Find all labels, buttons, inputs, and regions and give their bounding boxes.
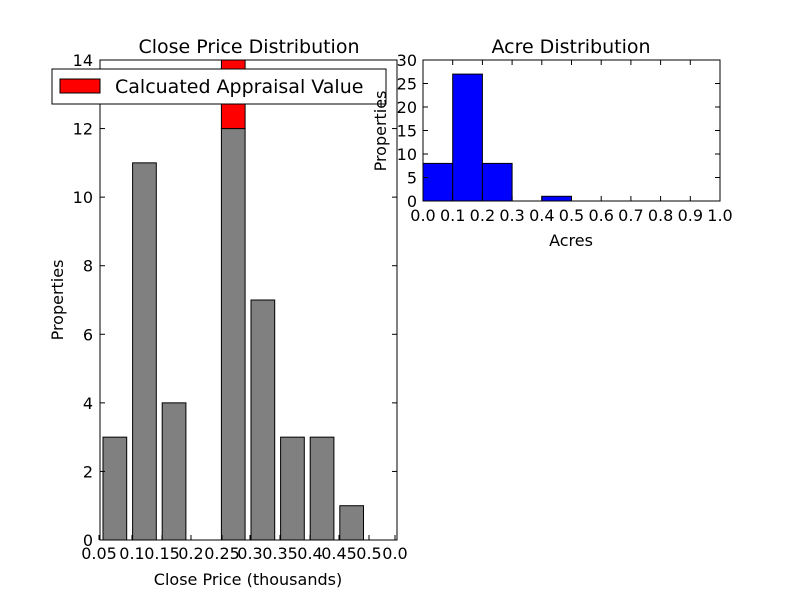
x-tick-label: 0.15	[144, 544, 180, 563]
acre-bar	[541, 195, 572, 202]
left-chart-title: Close Price Distribution	[138, 36, 359, 58]
close-price-bar	[102, 436, 128, 541]
x-tick-label: 1.0	[707, 206, 732, 225]
x-tick-label: 0.2	[178, 544, 203, 563]
x-tick-label: 0.0	[410, 206, 435, 225]
left-y-ticks: 0 2 4 6 8 10 12 14	[73, 51, 397, 550]
close-price-bar	[161, 402, 187, 541]
x-tick-label: 0.8	[648, 206, 673, 225]
y-tick-label: 5	[407, 169, 417, 188]
y-tick-label: 6	[83, 325, 93, 344]
left-y-axis-label: Properties	[48, 260, 67, 341]
right-x-ticks: 0.0 0.1 0.2 0.3 0.4 0.5 0.6 0.7 0.8 0.9 1.0	[410, 60, 733, 225]
y-tick-label: 14	[73, 51, 93, 70]
y-tick-label: 8	[83, 257, 93, 276]
y-tick-label: 15	[397, 122, 417, 141]
y-tick-label: 30	[397, 51, 417, 70]
x-tick-label: 0.4	[529, 206, 554, 225]
left-x-axis-label: Close Price (thousands)	[154, 570, 342, 589]
right-y-axis-label: Properties	[371, 91, 390, 172]
x-tick-label: 0.35	[262, 544, 298, 563]
x-tick-label: 0.5	[356, 544, 381, 563]
x-tick-label: 0.2	[470, 206, 495, 225]
y-tick-label: 25	[397, 75, 417, 94]
x-tick-label: 0.0	[382, 544, 407, 563]
acre-chart: Acre Distribution 0 5 10 15 20 25 30 0.0 0.1 0.2…	[371, 36, 733, 250]
left-bars	[102, 128, 364, 541]
legend-box	[51, 68, 387, 105]
x-tick-label: 0.6	[588, 206, 613, 225]
x-tick-label: 0.1	[440, 206, 465, 225]
close-price-bar	[250, 299, 276, 541]
x-tick-label: 0.1	[119, 544, 144, 563]
x-tick-label: 0.3	[237, 544, 262, 563]
x-tick-label: 0.45	[321, 544, 357, 563]
right-bars	[422, 73, 572, 202]
acre-bar	[422, 162, 454, 202]
close-price-chart: Close Price Distribution 0 2 4 6 8 10 12 14 0.0…	[48, 36, 408, 589]
y-tick-label: 0	[407, 192, 417, 211]
x-tick-label: 0.05	[81, 544, 117, 563]
left-plot-frame	[99, 59, 398, 541]
left-x-ticks: 0.05 0.1 0.150.2 0.250.3 0.35 0.40.45 0.5 0.0	[81, 535, 408, 563]
legend: Calcuated Appraisal Value	[51, 68, 387, 105]
x-tick-label: 0.25	[204, 544, 240, 563]
right-y-ticks: 0 5 10 15 20 25 30	[397, 51, 720, 211]
legend-swatch	[59, 78, 101, 94]
acre-bar	[452, 73, 483, 202]
close-price-bar	[220, 128, 246, 541]
acre-bar	[481, 162, 513, 202]
x-tick-label: 0.5	[559, 206, 584, 225]
close-price-bar	[132, 162, 157, 541]
y-tick-label: 10	[397, 145, 417, 164]
x-tick-label: 0.3	[499, 206, 524, 225]
y-tick-label: 0	[83, 531, 93, 550]
close-price-bar	[309, 436, 335, 541]
legend-label: Calcuated Appraisal Value	[115, 76, 363, 98]
x-tick-label: 0.4	[297, 544, 322, 563]
x-tick-label: 0.7	[618, 206, 643, 225]
y-tick-label: 2	[83, 462, 93, 481]
y-tick-label: 20	[397, 98, 417, 117]
y-tick-label: 12	[73, 120, 93, 139]
right-chart-title: Acre Distribution	[491, 36, 650, 58]
close-price-bar	[280, 436, 305, 541]
y-tick-label: 10	[73, 188, 93, 207]
y-tick-label: 4	[83, 394, 93, 413]
x-tick-label: 0.9	[678, 206, 703, 225]
close-price-bar	[339, 505, 364, 541]
right-x-axis-label: Acres	[549, 231, 593, 250]
